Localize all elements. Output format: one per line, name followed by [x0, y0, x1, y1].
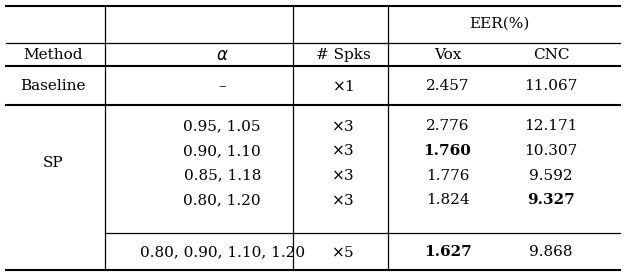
- Text: 9.327: 9.327: [527, 193, 575, 207]
- Text: $\alpha$: $\alpha$: [216, 47, 228, 64]
- Text: $\times$3: $\times$3: [331, 168, 355, 183]
- Text: 1.824: 1.824: [426, 193, 470, 207]
- Text: 9.592: 9.592: [529, 169, 573, 182]
- Text: 9.868: 9.868: [529, 245, 573, 259]
- Text: $\times$3: $\times$3: [331, 193, 355, 208]
- Text: 1.627: 1.627: [424, 245, 471, 259]
- Text: $\times$3: $\times$3: [331, 119, 355, 134]
- Text: 0.90, 1.10: 0.90, 1.10: [183, 144, 261, 158]
- Text: $\times$1: $\times$1: [332, 79, 354, 94]
- Text: 1.776: 1.776: [426, 169, 470, 182]
- Text: 10.307: 10.307: [524, 144, 578, 158]
- Text: $\times$5: $\times$5: [331, 245, 355, 260]
- Text: Baseline: Baseline: [21, 79, 86, 93]
- Text: CNC: CNC: [533, 48, 569, 62]
- Text: –: –: [218, 79, 226, 93]
- Text: 11.067: 11.067: [524, 79, 578, 93]
- Text: 0.80, 1.20: 0.80, 1.20: [183, 193, 261, 207]
- Text: 0.95, 1.05: 0.95, 1.05: [183, 120, 261, 133]
- Text: SP: SP: [43, 156, 63, 170]
- Text: Method: Method: [23, 48, 83, 62]
- Text: EER(%): EER(%): [469, 17, 530, 31]
- Text: 0.80, 0.90, 1.10, 1.20: 0.80, 0.90, 1.10, 1.20: [140, 245, 305, 259]
- Text: 2.776: 2.776: [426, 120, 470, 133]
- Text: 0.85, 1.18: 0.85, 1.18: [183, 169, 261, 182]
- Text: 2.457: 2.457: [426, 79, 470, 93]
- Text: 1.760: 1.760: [424, 144, 471, 158]
- Text: 12.171: 12.171: [524, 120, 578, 133]
- Text: Vox: Vox: [434, 48, 461, 62]
- Text: # Spks: # Spks: [316, 48, 371, 62]
- Text: $\times$3: $\times$3: [331, 144, 355, 158]
